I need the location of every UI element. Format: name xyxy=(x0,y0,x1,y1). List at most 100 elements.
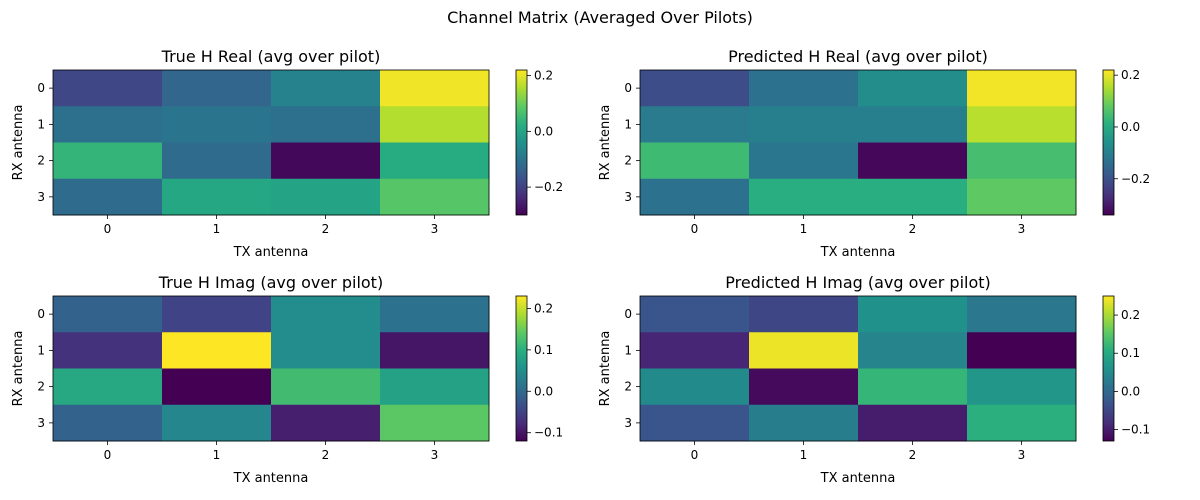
x-tick-label: 2 xyxy=(322,448,330,462)
heatmap-cell xyxy=(640,296,750,333)
chart-title: Predicted H Real (avg over pilot) xyxy=(728,47,988,66)
heatmap-cell xyxy=(858,404,968,442)
y-axis-label: RX antenna xyxy=(11,105,26,181)
colorbar-tick-label: 0.1 xyxy=(534,343,553,357)
heatmap-cell xyxy=(640,142,750,180)
y-axis-label: RX antenna xyxy=(598,105,613,181)
heatmap-cell xyxy=(162,404,272,442)
x-tick-label: 0 xyxy=(691,222,699,236)
colorbar xyxy=(1102,69,1115,216)
y-tick-label: 3 xyxy=(37,416,45,430)
heatmap-cell xyxy=(858,368,968,406)
chart-title: True H Real (avg over pilot) xyxy=(161,47,381,66)
heatmap-cell xyxy=(380,70,490,107)
heatmap-cell xyxy=(858,296,968,333)
x-tick-label: 3 xyxy=(1018,222,1026,236)
heatmap-cell xyxy=(380,178,490,216)
heatmap-cell xyxy=(858,70,968,107)
colorbar xyxy=(515,69,528,216)
heatmap-cell xyxy=(53,178,163,216)
heatmap-cell xyxy=(271,142,381,180)
heatmap-cell xyxy=(967,368,1077,406)
heatmap-cell xyxy=(640,70,750,107)
heatmap-cell xyxy=(749,142,859,180)
axes-frame xyxy=(639,295,1077,442)
x-tick-label: 1 xyxy=(213,222,221,236)
colorbar-tick-label: 0.2 xyxy=(1121,68,1140,82)
x-tick-label: 1 xyxy=(213,448,221,462)
y-tick-label: 2 xyxy=(37,154,45,168)
y-tick-label: 1 xyxy=(624,117,632,131)
heatmap-cell xyxy=(162,142,272,180)
colorbar-tick-label: −0.1 xyxy=(534,426,563,440)
heatmap-cell xyxy=(640,332,750,369)
heatmap-cell xyxy=(162,332,272,369)
heatmap-cell xyxy=(271,106,381,143)
chart-title: Predicted H Imag (avg over pilot) xyxy=(725,273,991,292)
y-tick-label: 2 xyxy=(624,154,632,168)
heatmap-cell xyxy=(967,142,1077,180)
colorbar-tick-label: −0.1 xyxy=(1121,423,1150,437)
colorbar-tick-label: −0.2 xyxy=(1121,172,1150,186)
colorbar-tick-label: −0.2 xyxy=(534,180,563,194)
x-tick-label: 3 xyxy=(431,222,439,236)
y-tick-label: 1 xyxy=(37,343,45,357)
heatmap-cell xyxy=(967,296,1077,333)
colorbar-tick-label: 0.2 xyxy=(534,69,553,83)
heatmap-cell xyxy=(640,106,750,143)
heatmap-cell xyxy=(53,142,163,180)
y-tick-label: 1 xyxy=(37,117,45,131)
heatmap-cell xyxy=(162,70,272,107)
y-tick-label: 2 xyxy=(37,380,45,394)
heatmap-cell xyxy=(749,368,859,406)
heatmap-cell xyxy=(967,332,1077,369)
heatmap-cell xyxy=(53,332,163,369)
heatmap-cell xyxy=(858,332,968,369)
heatmap-cell xyxy=(271,404,381,442)
heatmap-cell xyxy=(967,404,1077,442)
heatmap-cell xyxy=(53,296,163,333)
heatmap-cell xyxy=(53,368,163,406)
colorbar-tick-label: 0.2 xyxy=(1121,308,1140,322)
heatmap-cell xyxy=(749,106,859,143)
heatmap-cell xyxy=(380,332,490,369)
heatmap-cell xyxy=(271,296,381,333)
x-tick-label: 2 xyxy=(909,222,917,236)
heatmap-cell xyxy=(271,70,381,107)
axes-frame xyxy=(639,69,1077,216)
heatmap-cell xyxy=(53,70,163,107)
y-tick-label: 0 xyxy=(37,307,45,321)
heatmap-panel: Predicted H Real (avg over pilot) 0 1 2 3 0 1 2… xyxy=(598,47,1150,260)
heatmap-cell xyxy=(967,178,1077,216)
heatmap-cell xyxy=(749,296,859,333)
colorbar-tick-label: 0.0 xyxy=(1121,384,1140,398)
x-axis-label: TX antenna xyxy=(233,471,309,486)
heatmap-cell xyxy=(380,296,490,333)
colorbar-tick-label: 0.0 xyxy=(534,124,553,138)
heatmap-cell xyxy=(162,178,272,216)
axes-frame xyxy=(52,295,490,442)
heatmap-cell xyxy=(271,178,381,216)
heatmap-cell xyxy=(162,106,272,143)
y-tick-label: 3 xyxy=(37,190,45,204)
x-axis-label: TX antenna xyxy=(820,471,896,486)
heatmap-cell xyxy=(858,106,968,143)
heatmap-cell xyxy=(380,106,490,143)
heatmap-cell xyxy=(640,368,750,406)
heatmap-cell xyxy=(162,296,272,333)
heatmap-cell xyxy=(53,106,163,143)
x-axis-label: TX antenna xyxy=(233,245,309,260)
colorbar-tick-label: 0.2 xyxy=(534,301,553,315)
heatmap-panel: Predicted H Imag (avg over pilot) 0 1 2 3 0 1 2… xyxy=(598,273,1150,486)
heatmap-cell xyxy=(749,70,859,107)
heatmap-cell xyxy=(271,332,381,369)
heatmap-cell xyxy=(640,178,750,216)
chart-title: True H Imag (avg over pilot) xyxy=(158,273,383,292)
colorbar xyxy=(1102,295,1115,442)
x-tick-label: 0 xyxy=(691,448,699,462)
figure-title: Channel Matrix (Averaged Over Pilots) xyxy=(447,8,753,27)
heatmap-cell xyxy=(380,368,490,406)
heatmap-cell xyxy=(271,368,381,406)
y-tick-label: 3 xyxy=(624,416,632,430)
y-axis-label: RX antenna xyxy=(11,331,26,407)
